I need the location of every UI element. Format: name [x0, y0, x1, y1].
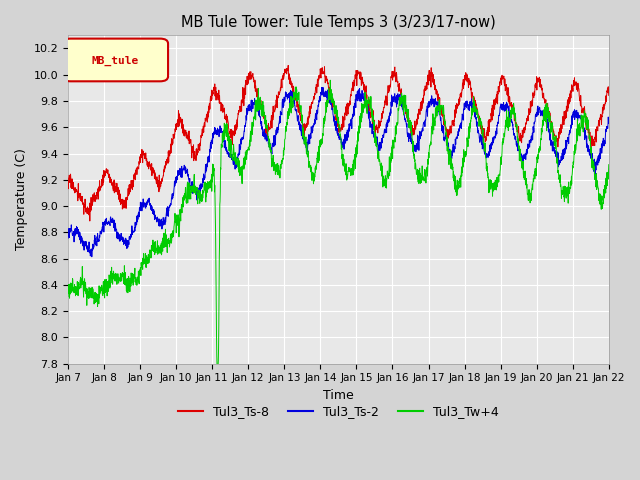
Text: MB_tule: MB_tule: [92, 56, 139, 66]
Legend: Tul3_Ts-8, Tul3_Ts-2, Tul3_Tw+4: Tul3_Ts-8, Tul3_Ts-2, Tul3_Tw+4: [173, 400, 504, 423]
X-axis label: Time: Time: [323, 389, 354, 402]
Title: MB Tule Tower: Tule Temps 3 (3/23/17-now): MB Tule Tower: Tule Temps 3 (3/23/17-now…: [181, 15, 496, 30]
FancyBboxPatch shape: [63, 38, 168, 81]
Y-axis label: Temperature (C): Temperature (C): [15, 149, 28, 251]
